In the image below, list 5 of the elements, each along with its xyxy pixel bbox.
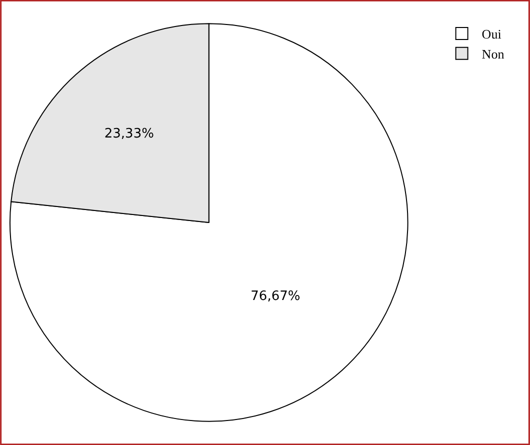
legend-label: Oui <box>482 26 502 42</box>
data-label: 76,67% <box>250 288 300 304</box>
legend-label: Non <box>482 46 505 62</box>
data-label: 23,33% <box>104 126 154 142</box>
pie-slice <box>10 23 408 422</box>
